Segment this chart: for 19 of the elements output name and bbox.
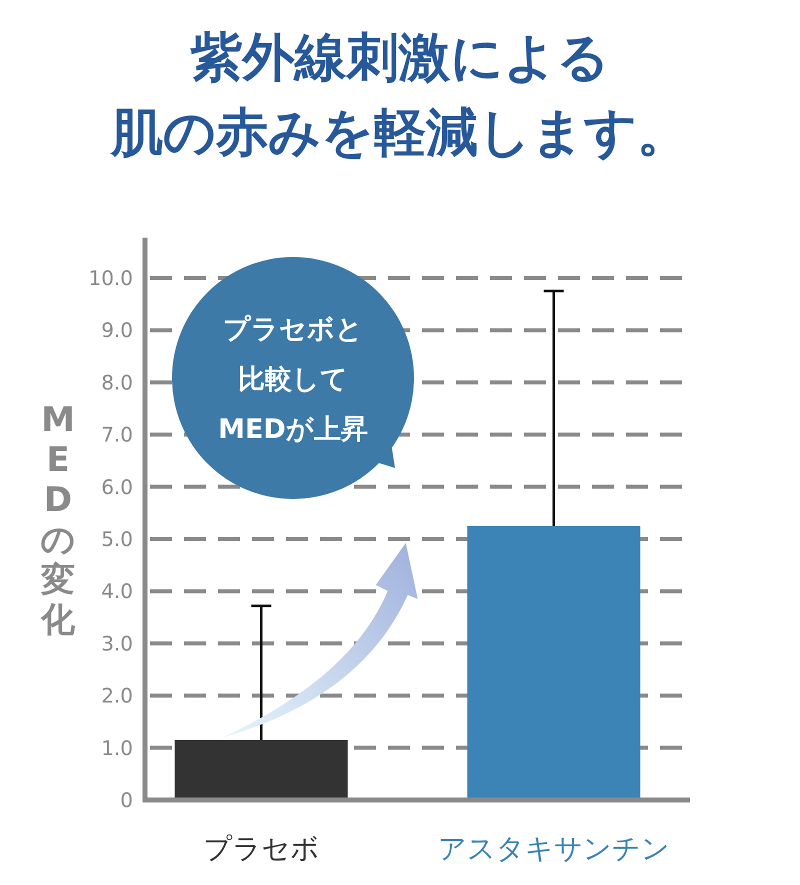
y-tick-label: 5.0	[101, 527, 133, 551]
y-tick-label: 9.0	[101, 318, 133, 342]
annotation: プラセボと	[223, 314, 363, 345]
y-tick-label: 1.0	[101, 736, 133, 760]
annotation: 比較して	[238, 364, 348, 395]
x-tick-label: プラセボ	[203, 832, 320, 865]
y-tick-label: 7.0	[101, 422, 133, 447]
y-tick-label: 6.0	[101, 474, 133, 499]
y-tick-label: 4.0	[101, 579, 133, 604]
annotation: MEDが上昇	[218, 414, 368, 445]
y-tick-label: 3.0	[101, 631, 133, 656]
chart-title: 紫外線刺激による	[190, 27, 610, 88]
x-tick-label: アスタキサンチン	[438, 832, 670, 865]
y-tick-label: 0	[120, 788, 133, 812]
y-tick-label: 8.0	[101, 370, 133, 394]
y-tick-label: 2.0	[101, 684, 133, 708]
chart-subtitle: 肌の赤みを軽減します。	[109, 102, 689, 163]
y-axis-title: MEDの変化	[40, 400, 76, 640]
y-tick-label: 10.0	[88, 266, 133, 290]
